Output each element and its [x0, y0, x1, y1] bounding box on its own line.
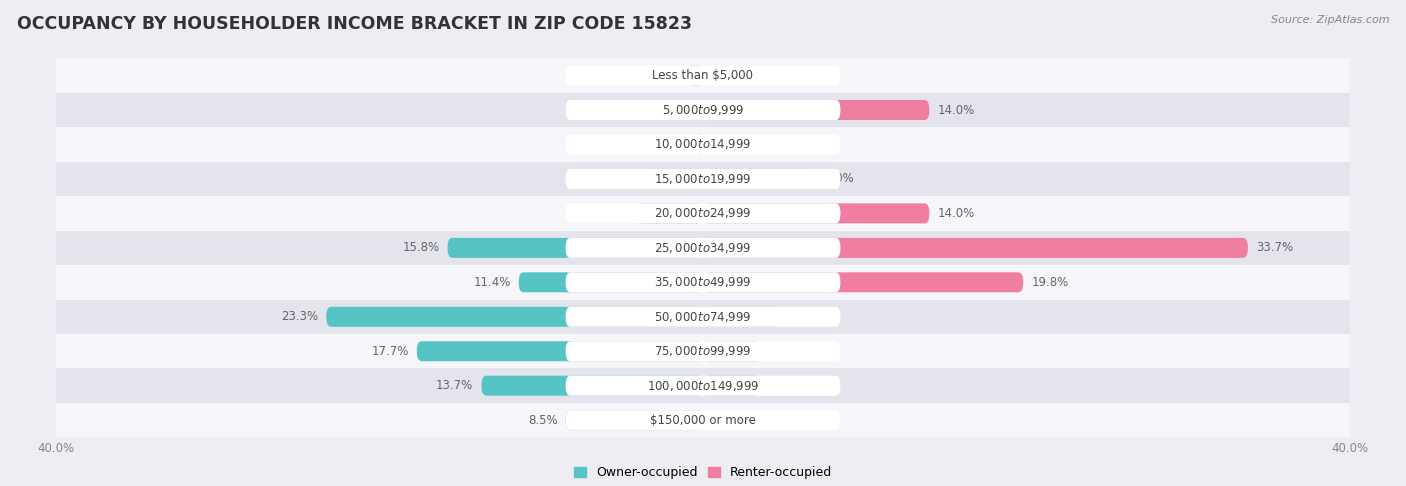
FancyBboxPatch shape	[703, 272, 1024, 292]
Text: 14.0%: 14.0%	[938, 104, 974, 117]
FancyBboxPatch shape	[519, 272, 703, 292]
Text: 3.5%: 3.5%	[768, 345, 797, 358]
Text: 0.0%: 0.0%	[711, 69, 741, 82]
Text: 4.2%: 4.2%	[598, 207, 627, 220]
FancyBboxPatch shape	[56, 368, 1350, 403]
FancyBboxPatch shape	[565, 238, 841, 258]
FancyBboxPatch shape	[703, 238, 1249, 258]
FancyBboxPatch shape	[56, 265, 1350, 299]
Text: $35,000 to $49,999: $35,000 to $49,999	[654, 276, 752, 289]
FancyBboxPatch shape	[56, 58, 1350, 93]
FancyBboxPatch shape	[703, 307, 779, 327]
Text: 0.0%: 0.0%	[711, 414, 741, 427]
Text: 3.5%: 3.5%	[768, 379, 797, 392]
Text: $20,000 to $24,999: $20,000 to $24,999	[654, 207, 752, 220]
Text: Source: ZipAtlas.com: Source: ZipAtlas.com	[1271, 15, 1389, 25]
FancyBboxPatch shape	[447, 238, 703, 258]
FancyBboxPatch shape	[481, 376, 703, 396]
FancyBboxPatch shape	[696, 135, 703, 155]
FancyBboxPatch shape	[565, 169, 841, 189]
Text: OCCUPANCY BY HOUSEHOLDER INCOME BRACKET IN ZIP CODE 15823: OCCUPANCY BY HOUSEHOLDER INCOME BRACKET …	[17, 15, 692, 33]
FancyBboxPatch shape	[565, 272, 841, 292]
Text: 11.4%: 11.4%	[474, 276, 510, 289]
Text: 19.8%: 19.8%	[1031, 276, 1069, 289]
Text: 8.5%: 8.5%	[527, 414, 558, 427]
Text: Less than $5,000: Less than $5,000	[652, 69, 754, 82]
FancyBboxPatch shape	[565, 307, 841, 327]
FancyBboxPatch shape	[565, 410, 703, 430]
Text: 23.3%: 23.3%	[281, 310, 318, 323]
Text: 0.0%: 0.0%	[665, 104, 695, 117]
Text: $75,000 to $99,999: $75,000 to $99,999	[654, 344, 752, 358]
FancyBboxPatch shape	[56, 299, 1350, 334]
Text: $50,000 to $74,999: $50,000 to $74,999	[654, 310, 752, 324]
FancyBboxPatch shape	[688, 66, 703, 86]
Text: 1.0%: 1.0%	[650, 69, 679, 82]
Legend: Owner-occupied, Renter-occupied: Owner-occupied, Renter-occupied	[568, 461, 838, 484]
FancyBboxPatch shape	[636, 204, 703, 224]
Text: $150,000 or more: $150,000 or more	[650, 414, 756, 427]
FancyBboxPatch shape	[565, 204, 841, 224]
Text: 4.0%: 4.0%	[600, 173, 630, 186]
FancyBboxPatch shape	[703, 341, 759, 361]
FancyBboxPatch shape	[56, 93, 1350, 127]
Text: $10,000 to $14,999: $10,000 to $14,999	[654, 138, 752, 152]
FancyBboxPatch shape	[56, 162, 1350, 196]
Text: 13.7%: 13.7%	[436, 379, 474, 392]
FancyBboxPatch shape	[565, 410, 841, 430]
Text: $15,000 to $19,999: $15,000 to $19,999	[654, 172, 752, 186]
FancyBboxPatch shape	[56, 127, 1350, 162]
FancyBboxPatch shape	[565, 376, 841, 396]
FancyBboxPatch shape	[703, 204, 929, 224]
FancyBboxPatch shape	[703, 100, 929, 120]
FancyBboxPatch shape	[703, 376, 759, 396]
Text: $25,000 to $34,999: $25,000 to $34,999	[654, 241, 752, 255]
Text: 14.0%: 14.0%	[938, 207, 974, 220]
FancyBboxPatch shape	[56, 231, 1350, 265]
FancyBboxPatch shape	[565, 341, 841, 361]
FancyBboxPatch shape	[565, 100, 841, 120]
Text: 17.7%: 17.7%	[371, 345, 409, 358]
FancyBboxPatch shape	[56, 403, 1350, 437]
Text: 0.0%: 0.0%	[711, 138, 741, 151]
Text: $100,000 to $149,999: $100,000 to $149,999	[647, 379, 759, 393]
Text: 33.7%: 33.7%	[1256, 242, 1294, 254]
FancyBboxPatch shape	[326, 307, 703, 327]
FancyBboxPatch shape	[703, 169, 815, 189]
FancyBboxPatch shape	[56, 334, 1350, 368]
Text: 4.7%: 4.7%	[787, 310, 817, 323]
Text: $5,000 to $9,999: $5,000 to $9,999	[662, 103, 744, 117]
FancyBboxPatch shape	[56, 196, 1350, 231]
FancyBboxPatch shape	[638, 169, 703, 189]
Text: 7.0%: 7.0%	[824, 173, 853, 186]
Text: 15.8%: 15.8%	[402, 242, 440, 254]
Text: 0.42%: 0.42%	[651, 138, 688, 151]
FancyBboxPatch shape	[565, 66, 841, 86]
FancyBboxPatch shape	[565, 135, 841, 155]
FancyBboxPatch shape	[416, 341, 703, 361]
